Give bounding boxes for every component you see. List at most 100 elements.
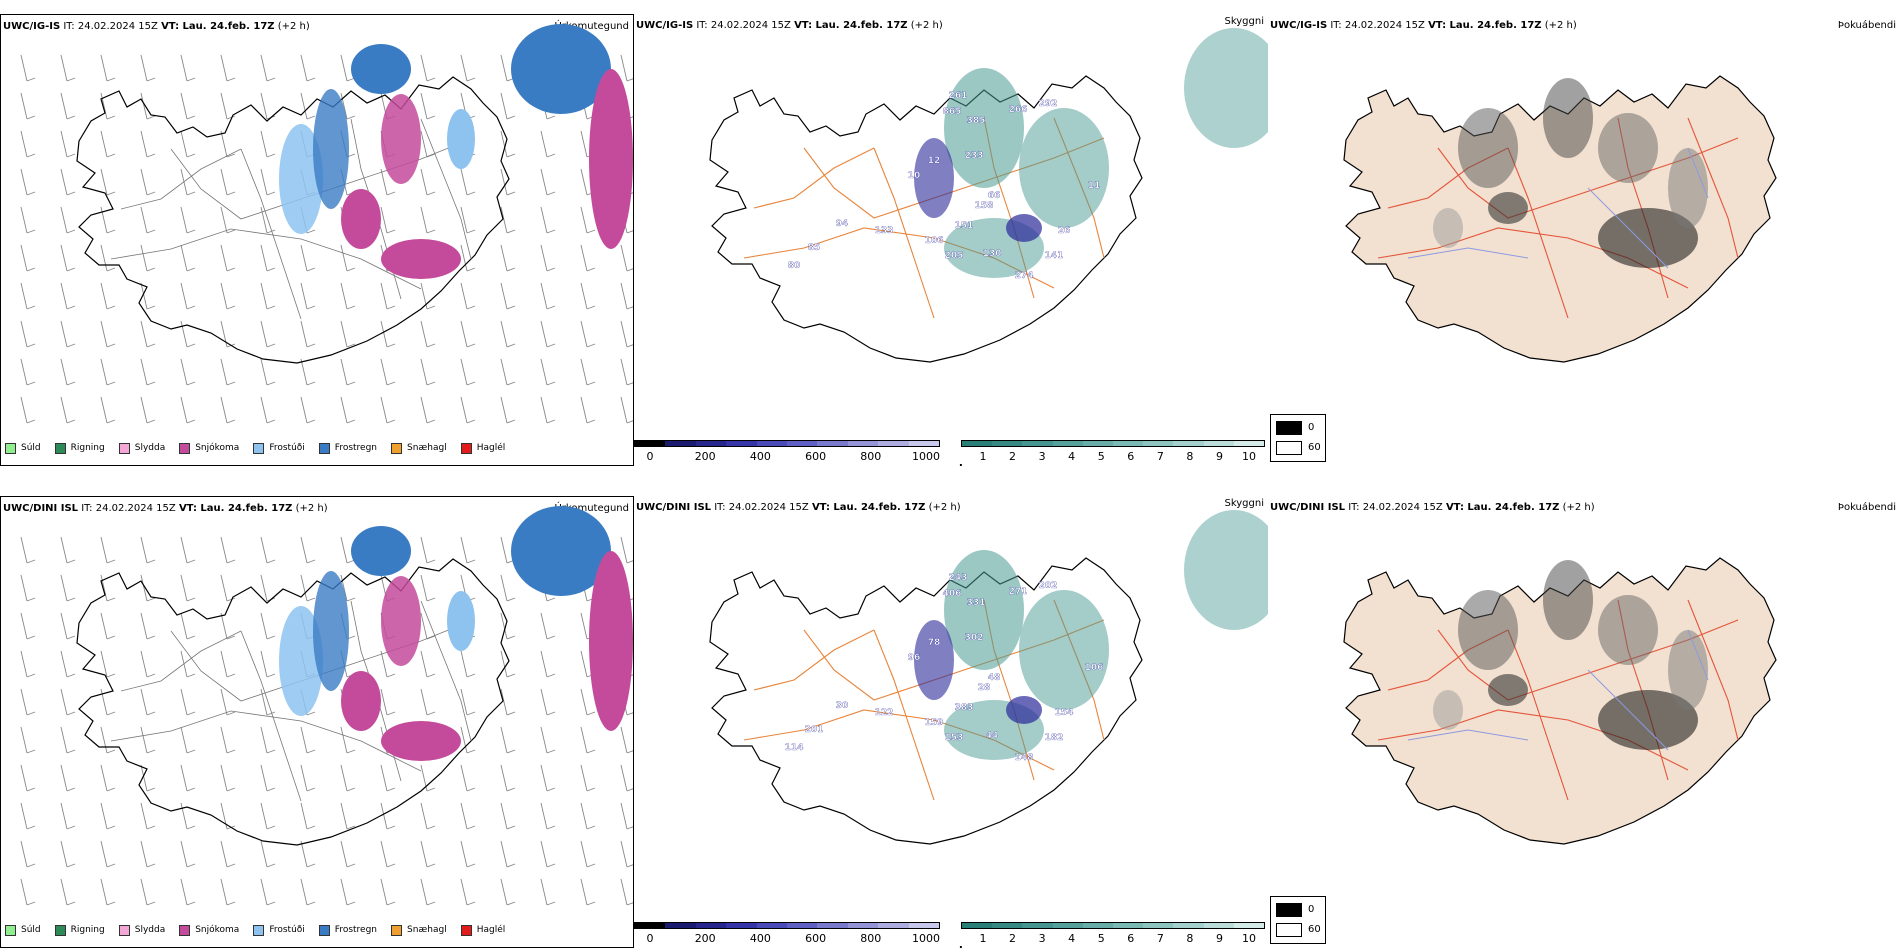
wind-barb bbox=[220, 358, 236, 386]
wind-barb bbox=[140, 688, 156, 716]
colorbar-tick: 10 bbox=[1242, 450, 1256, 463]
colorbar-segment bbox=[1113, 441, 1144, 446]
wind-barb bbox=[100, 574, 116, 602]
colorbar-segment bbox=[847, 441, 879, 446]
colorbar-segment bbox=[908, 441, 940, 446]
wind-barb bbox=[300, 840, 316, 868]
wind-barb bbox=[580, 282, 596, 310]
wind-barb bbox=[20, 802, 36, 830]
precip-map bbox=[20, 24, 633, 424]
colorbar-tick: 5 bbox=[1097, 450, 1105, 463]
colorbar-strip bbox=[634, 922, 940, 929]
wind-barb bbox=[100, 358, 116, 386]
wind-barb bbox=[60, 358, 76, 386]
legend-swatch bbox=[253, 442, 265, 454]
wind-barb bbox=[620, 396, 633, 424]
wind-barb bbox=[60, 574, 76, 602]
wind-barb bbox=[540, 726, 556, 754]
init-time: IT: 24.02.2024 15Z bbox=[1348, 502, 1443, 513]
precip-area bbox=[351, 44, 411, 94]
model-label: UWC/DINI ISL bbox=[3, 503, 79, 514]
wind-barb bbox=[380, 840, 396, 868]
wind-barb bbox=[420, 320, 436, 348]
wind-barb bbox=[300, 878, 316, 906]
visibility-colorbar: km1 2 3 4 5 6 7 8 9 10 bbox=[959, 438, 1265, 466]
wind-barb bbox=[60, 54, 76, 82]
valid-time: VT: Lau. 24.feb. 17Z bbox=[794, 20, 908, 31]
wind-barb bbox=[300, 282, 316, 310]
wind-barb bbox=[140, 802, 156, 830]
visibility-value: 182 bbox=[1045, 733, 1064, 743]
legend-swatch bbox=[118, 924, 130, 936]
road bbox=[753, 147, 875, 209]
colorbar-tick: 3 bbox=[1038, 450, 1046, 463]
road bbox=[1687, 599, 1739, 741]
precip-area bbox=[279, 606, 323, 716]
visibility-value: 154 bbox=[1055, 708, 1074, 718]
colorbar-segment bbox=[992, 441, 1023, 446]
fog-shading bbox=[1543, 560, 1593, 640]
wind-barb bbox=[140, 168, 156, 196]
visibility-value: 151 bbox=[955, 221, 974, 231]
legend-item: Rigning bbox=[54, 442, 105, 454]
wind-barb bbox=[260, 244, 276, 272]
colorbar-segment bbox=[1233, 923, 1265, 928]
wind-barb bbox=[380, 764, 396, 792]
wind-barb bbox=[140, 764, 156, 792]
wind-barb bbox=[260, 168, 276, 196]
colorbar-unit: km bbox=[959, 462, 978, 466]
colorbar-tick: 4 bbox=[1068, 932, 1076, 945]
wind-barb bbox=[140, 840, 156, 868]
visibility-value: 202 bbox=[1039, 581, 1058, 591]
wind-barb bbox=[100, 130, 116, 158]
legend-label: Rigning bbox=[70, 925, 105, 935]
precip-area bbox=[589, 551, 633, 731]
legend-item: Súld bbox=[5, 924, 41, 936]
wind-barb bbox=[380, 650, 396, 678]
wind-barb bbox=[60, 92, 76, 120]
wind-barb bbox=[620, 840, 633, 868]
wind-barb bbox=[380, 878, 396, 906]
precip-legend: Súld Rigning Slydda Snjókoma Frostúði Frostre… bbox=[5, 440, 519, 456]
wind-barb bbox=[100, 650, 116, 678]
road bbox=[110, 228, 422, 290]
colorbar-segment bbox=[847, 923, 879, 928]
legend-label: Snæhagl bbox=[407, 925, 447, 935]
wind-barb bbox=[220, 574, 236, 602]
legend-label: Frostúði bbox=[269, 443, 305, 453]
colorbar-segment bbox=[1143, 441, 1174, 446]
wind-barb bbox=[60, 130, 76, 158]
visibility-colorbar: km1 2 3 4 5 6 7 8 9 10 bbox=[959, 920, 1265, 948]
wind-barb bbox=[420, 130, 436, 158]
legend-item: Frostregn bbox=[318, 442, 377, 454]
wind-barb bbox=[460, 206, 476, 234]
wind-barb bbox=[220, 130, 236, 158]
colorbar-tick: 9 bbox=[1215, 450, 1223, 463]
wind-barb bbox=[100, 536, 116, 564]
colorbar-tick: 6 bbox=[1127, 932, 1135, 945]
wind-barb bbox=[20, 130, 36, 158]
colorbar-segment bbox=[992, 923, 1023, 928]
wind-barb bbox=[340, 396, 356, 424]
river bbox=[1407, 729, 1529, 741]
wind-barb bbox=[260, 726, 276, 754]
wind-barb bbox=[140, 206, 156, 234]
wind-barb bbox=[540, 650, 556, 678]
fog-shading bbox=[1458, 590, 1518, 670]
wind-barb bbox=[20, 168, 36, 196]
visibility-value: 292 bbox=[1039, 99, 1058, 109]
wind-barb bbox=[140, 244, 156, 272]
wind-barb bbox=[460, 244, 476, 272]
wind-barb bbox=[540, 802, 556, 830]
precip-area bbox=[511, 506, 611, 596]
wind-barb bbox=[220, 206, 236, 234]
colorbar-tick: 200 bbox=[694, 932, 716, 945]
wind-barb bbox=[60, 396, 76, 424]
visibility-value: 266 bbox=[1009, 105, 1028, 115]
precip-area bbox=[1006, 696, 1042, 724]
legend-item: Frostúði bbox=[253, 442, 305, 454]
model-label: UWC/IG-IS bbox=[636, 20, 694, 31]
wind-barb bbox=[20, 574, 36, 602]
wind-barb bbox=[340, 878, 356, 906]
